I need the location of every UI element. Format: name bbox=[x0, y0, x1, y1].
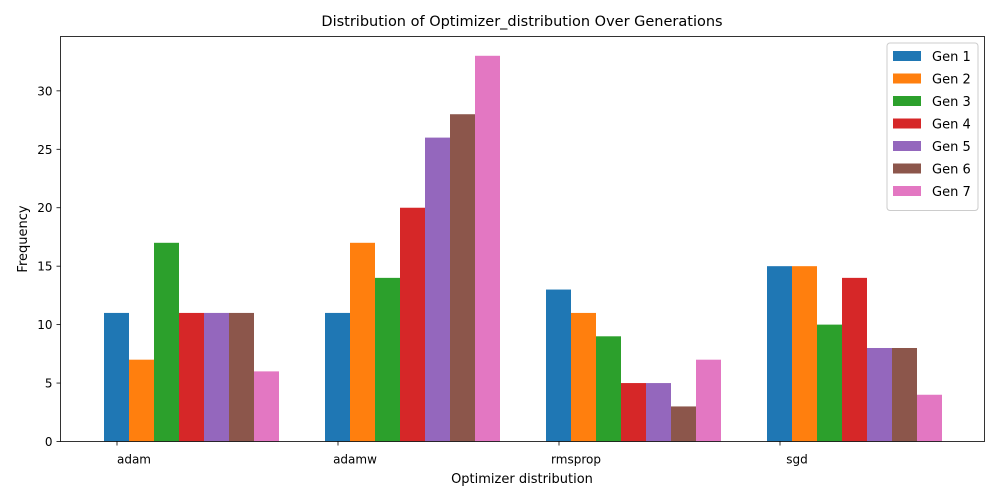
bar-sgd-gen-3 bbox=[817, 324, 842, 442]
x-tick-label-rmsprop: rmsprop bbox=[551, 453, 601, 467]
bar-adam-gen-1 bbox=[104, 312, 129, 442]
bar-adamw-gen-7 bbox=[475, 55, 500, 442]
bar-rmsprop-gen-6 bbox=[671, 406, 696, 442]
y-tick-label: 25 bbox=[37, 143, 52, 157]
bar-adamw-gen-6 bbox=[450, 114, 475, 442]
y-tick-label: 10 bbox=[37, 318, 52, 332]
bar-rmsprop-gen-5 bbox=[646, 383, 671, 442]
legend-label: Gen 6 bbox=[932, 163, 971, 178]
bar-adam-gen-3 bbox=[154, 242, 179, 442]
bar-adamw-gen-1 bbox=[325, 312, 350, 442]
legend-label: Gen 3 bbox=[932, 95, 971, 110]
x-axis: adam adamw rmsprop sgd bbox=[116, 441, 808, 467]
y-tick-label: 30 bbox=[37, 84, 52, 98]
bar-rmsprop-gen-7 bbox=[696, 359, 721, 442]
legend-swatch-gen-6 bbox=[893, 163, 921, 174]
plot-frame bbox=[60, 36, 985, 442]
legend-label: Gen 1 bbox=[932, 50, 971, 65]
bar-rmsprop-gen-4 bbox=[621, 383, 646, 442]
y-axis-label: Frequency bbox=[16, 205, 31, 272]
bar-adam-gen-4 bbox=[179, 312, 204, 442]
bar-sgd-gen-4 bbox=[842, 277, 867, 442]
bar-sgd-gen-7 bbox=[917, 394, 942, 442]
bar-rmsprop-gen-2 bbox=[571, 312, 596, 442]
bar-rmsprop-gen-3 bbox=[596, 336, 621, 442]
x-tick-label-adam: adam bbox=[117, 453, 151, 467]
bar-adam-gen-5 bbox=[204, 312, 229, 442]
x-tick-label-adamw: adamw bbox=[333, 453, 377, 467]
bar-sgd-gen-2 bbox=[792, 266, 817, 442]
legend: Gen 1 Gen 2 Gen 3 Gen 4 Gen 5 Gen 6 Gen 7 bbox=[886, 42, 979, 211]
bar-adamw-gen-4 bbox=[400, 207, 425, 442]
bar-adam-gen-2 bbox=[129, 359, 154, 442]
chart-title: Distribution of Optimizer_distribution O… bbox=[321, 14, 722, 30]
legend-swatch-gen-4 bbox=[893, 118, 921, 129]
legend-swatch-gen-3 bbox=[893, 96, 921, 106]
bar-adamw-gen-3 bbox=[375, 277, 400, 442]
x-tick-label-sgd: sgd bbox=[786, 453, 808, 467]
y-tick-label: 20 bbox=[37, 201, 52, 215]
legend-swatch-gen-2 bbox=[893, 73, 921, 84]
bar-adam-gen-7 bbox=[254, 371, 279, 442]
y-tick-label: 15 bbox=[37, 260, 52, 274]
bar-sgd-gen-6 bbox=[892, 347, 917, 442]
y-tick-label: 0 bbox=[45, 435, 53, 449]
legend-swatch-gen-1 bbox=[893, 51, 921, 61]
bar-rmsprop-gen-1 bbox=[546, 289, 571, 442]
y-tick-label: 5 bbox=[45, 377, 53, 391]
bar-sgd-gen-5 bbox=[867, 347, 892, 442]
y-axis: 0 5 10 15 20 25 30 bbox=[37, 84, 61, 449]
legend-swatch-gen-7 bbox=[893, 186, 921, 196]
bar-sgd-gen-1 bbox=[767, 266, 792, 442]
bars-group bbox=[104, 55, 942, 442]
legend-label: Gen 4 bbox=[932, 118, 971, 133]
legend-label: Gen 5 bbox=[932, 140, 971, 155]
legend-label: Gen 2 bbox=[932, 73, 971, 88]
bar-adamw-gen-2 bbox=[350, 242, 375, 442]
bar-adamw-gen-5 bbox=[425, 137, 450, 442]
x-axis-label: Optimizer distribution bbox=[451, 472, 593, 487]
legend-label: Gen 7 bbox=[932, 185, 971, 200]
legend-swatch-gen-5 bbox=[893, 141, 921, 151]
bar-adam-gen-6 bbox=[229, 312, 254, 442]
